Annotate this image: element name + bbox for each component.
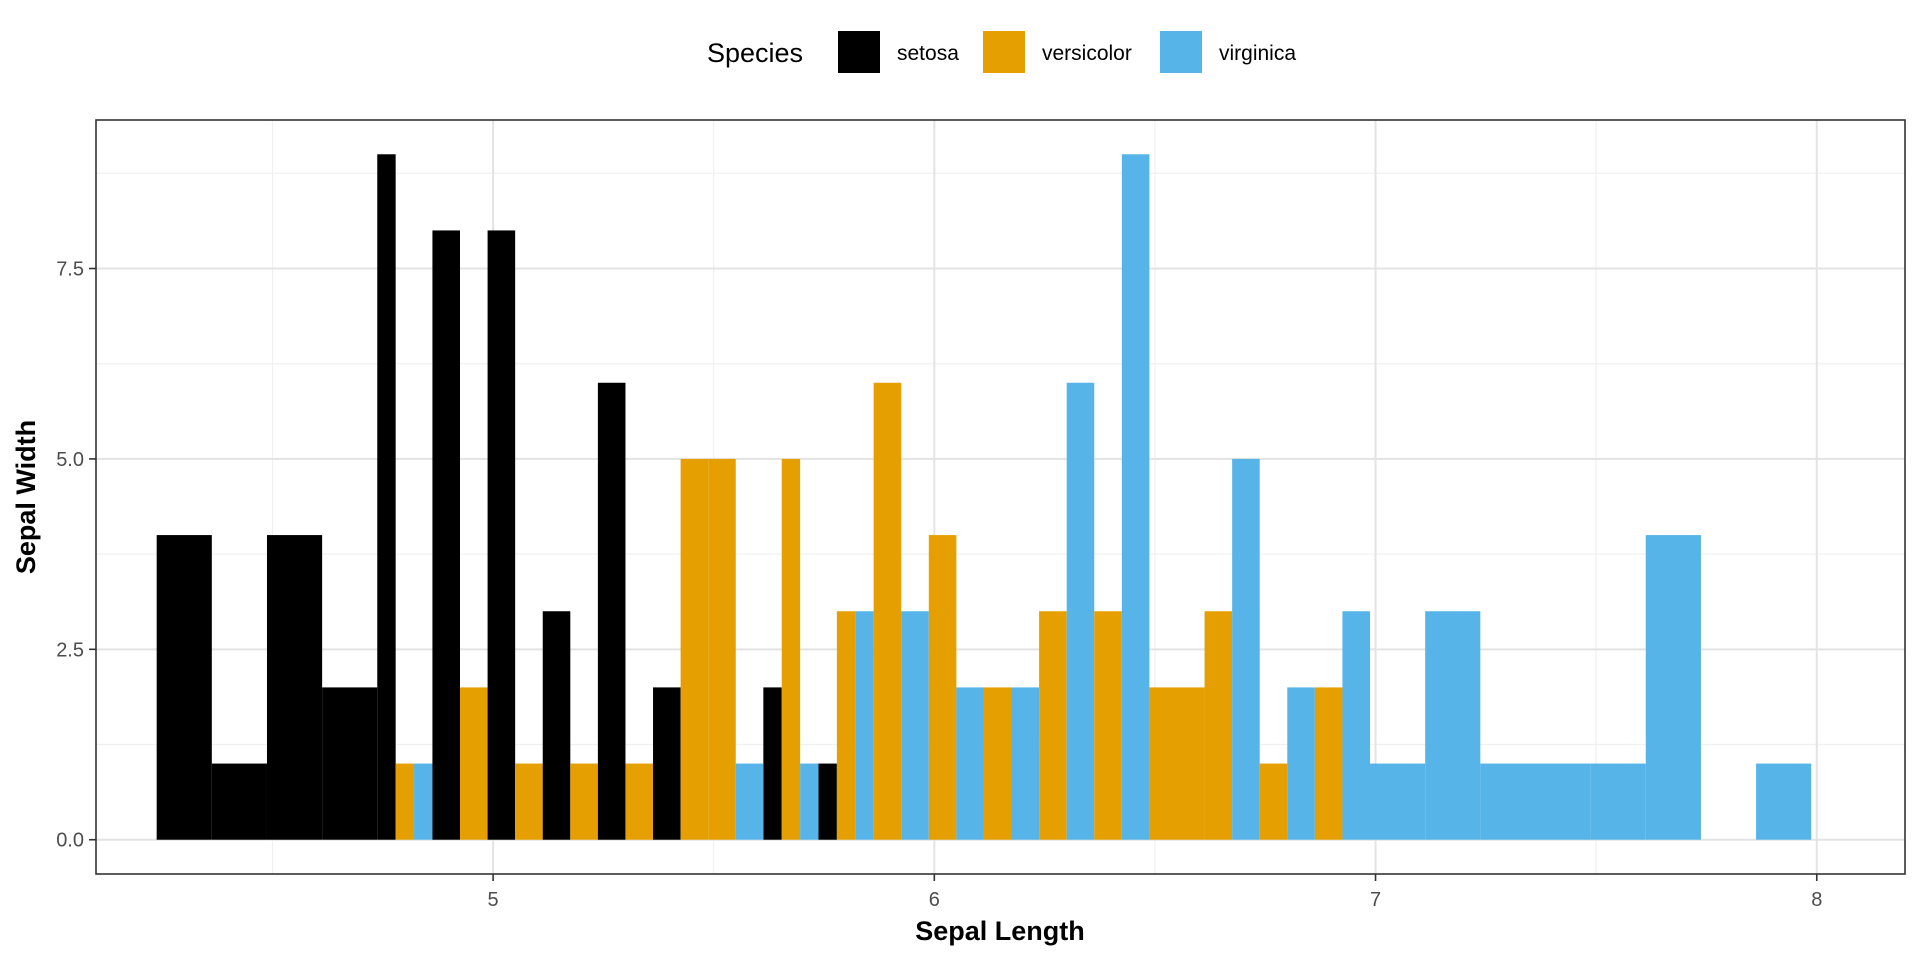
bar-versicolor	[1149, 687, 1205, 840]
bar-versicolor	[570, 763, 598, 840]
bar-versicolor	[983, 687, 1012, 840]
bar-setosa	[211, 763, 267, 840]
panel-border	[95, 119, 1906, 875]
bar-setosa	[266, 535, 323, 840]
x-axis-title: Sepal Length	[915, 916, 1085, 946]
bar-virginica	[800, 763, 819, 840]
legend-key-setosa	[838, 31, 880, 73]
bar-setosa	[818, 763, 837, 840]
bar-versicolor	[395, 763, 415, 840]
bar-virginica	[1535, 763, 1591, 840]
x-tick-label: 6	[929, 889, 940, 911]
bar-virginica	[956, 687, 984, 840]
bar-versicolor	[1314, 687, 1343, 840]
bar-virginica	[1066, 382, 1095, 840]
bar-virginica	[855, 611, 874, 840]
bar-setosa	[763, 687, 782, 840]
bar-versicolor	[625, 763, 654, 840]
bar-virginica	[1342, 611, 1371, 840]
bar-virginica	[1756, 763, 1812, 840]
bar-setosa	[542, 611, 571, 840]
bar-versicolor	[460, 687, 488, 840]
bar-versicolor	[1039, 611, 1067, 840]
bar-versicolor	[836, 611, 856, 840]
bar-versicolor	[1094, 611, 1122, 840]
bar-versicolor	[680, 458, 709, 840]
y-axis: 0.0 2.5 5.0 7.5	[56, 259, 96, 852]
bar-virginica	[1425, 611, 1481, 840]
legend-entries: setosa versicolor virginica	[838, 31, 1296, 73]
bar-versicolor	[928, 535, 957, 840]
legend-key-versicolor	[983, 31, 1025, 73]
legend-label-virginica: virginica	[1219, 42, 1296, 65]
y-tick-label: 2.5	[56, 639, 84, 661]
y-axis-title: Sepal Width	[11, 420, 41, 574]
bar-versicolor	[515, 763, 543, 840]
bar-versicolor	[1204, 611, 1233, 840]
bar-virginica	[1645, 535, 1701, 840]
legend-title: Species	[707, 38, 803, 68]
bar-virginica	[1480, 763, 1536, 840]
bar-setosa	[653, 687, 681, 840]
bar-virginica	[1370, 763, 1426, 840]
bar-virginica	[414, 763, 433, 840]
y-tick-label: 5.0	[56, 449, 84, 471]
legend-label-setosa: setosa	[897, 42, 959, 65]
bar-virginica	[1287, 687, 1315, 840]
bar-virginica	[1121, 154, 1150, 840]
legend-label-versicolor: versicolor	[1042, 42, 1132, 65]
plot-panel	[95, 119, 1906, 875]
bar-setosa	[156, 535, 212, 840]
legend-key-virginica	[1160, 31, 1202, 73]
x-tick-label: 7	[1370, 889, 1381, 911]
bar-versicolor	[708, 458, 736, 840]
bar-versicolor	[873, 382, 902, 840]
bars	[156, 154, 1812, 840]
bar-virginica	[901, 611, 929, 840]
bar-virginica	[735, 763, 764, 840]
legend: Species setosa versicolor virginica	[707, 31, 1296, 73]
bar-setosa	[377, 154, 396, 840]
bar-setosa	[432, 230, 461, 840]
bar-setosa	[597, 382, 626, 840]
bar-virginica	[1011, 687, 1040, 840]
x-axis: 5 6 7 8	[488, 874, 1822, 911]
bar-versicolor	[781, 458, 801, 840]
x-tick-label: 5	[488, 889, 499, 911]
x-tick-label: 8	[1811, 889, 1822, 911]
bar-setosa	[322, 687, 378, 840]
y-tick-label: 0.0	[56, 830, 84, 852]
bar-versicolor	[1259, 763, 1288, 840]
bar-virginica	[1232, 458, 1260, 840]
bar-setosa	[487, 230, 516, 840]
bar-virginica	[1590, 763, 1646, 840]
y-tick-label: 7.5	[56, 259, 84, 281]
